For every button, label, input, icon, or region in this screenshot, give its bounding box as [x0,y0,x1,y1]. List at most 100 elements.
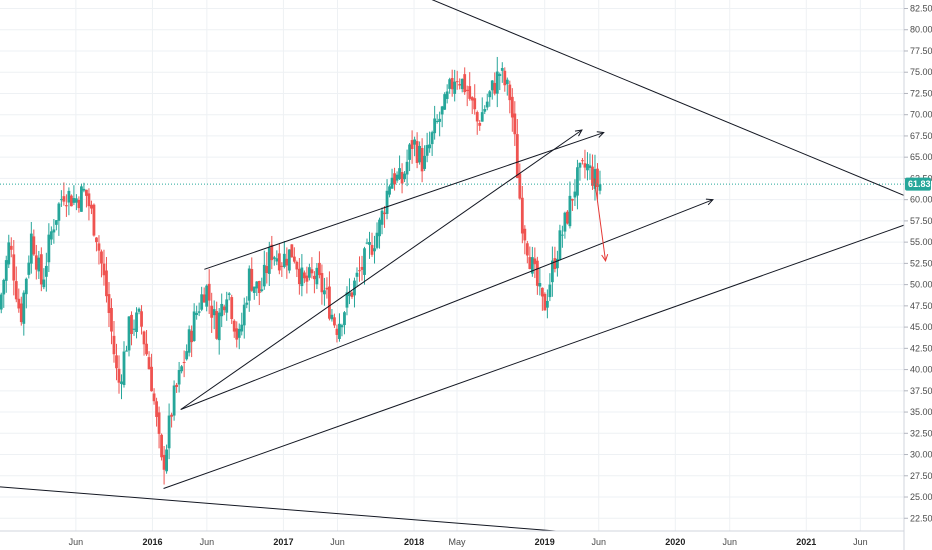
candle[interactable] [54,220,58,231]
candle[interactable] [270,235,274,270]
candle[interactable] [498,72,502,91]
candle[interactable] [363,246,366,285]
candle[interactable] [598,170,602,195]
candle[interactable] [57,202,61,236]
candle[interactable] [460,78,464,93]
candle[interactable] [596,163,599,200]
candle[interactable] [90,200,93,215]
candle[interactable] [170,412,174,428]
candle[interactable] [368,231,371,259]
candle[interactable] [343,311,346,335]
candle[interactable] [563,211,567,239]
candle[interactable] [210,292,214,333]
candle[interactable] [350,291,354,299]
candle[interactable] [573,179,577,207]
candle[interactable] [473,84,477,115]
candle[interactable] [555,250,559,277]
candle[interactable] [185,344,189,361]
candle[interactable] [192,303,196,342]
candle[interactable] [280,262,284,277]
candle[interactable] [373,235,376,264]
candle[interactable] [295,260,299,278]
candle[interactable] [260,277,264,293]
candle[interactable] [59,190,63,207]
candle[interactable] [568,181,572,229]
candle[interactable] [255,281,259,297]
candle[interactable] [225,291,229,321]
candle[interactable] [455,70,459,90]
candle[interactable] [37,250,41,279]
candle[interactable] [132,319,136,336]
candle[interactable] [12,240,16,296]
candle[interactable] [102,249,106,286]
candle[interactable] [425,132,429,163]
candle[interactable] [19,296,23,326]
candle[interactable] [328,271,331,321]
candle[interactable] [300,254,304,297]
candle[interactable] [232,319,236,338]
trend-line[interactable] [593,178,609,262]
candle[interactable] [450,69,454,97]
candle[interactable] [0,292,3,314]
candle[interactable] [535,256,539,295]
candle[interactable] [418,141,422,165]
candle[interactable] [82,182,86,193]
candle[interactable] [393,167,396,191]
candle[interactable] [400,163,404,194]
candle[interactable] [370,232,374,257]
candle[interactable] [566,210,569,225]
candle[interactable] [257,280,261,306]
trend-line[interactable] [204,131,605,270]
candle[interactable] [27,255,31,279]
candle[interactable] [92,203,96,237]
candle[interactable] [458,78,462,90]
candle[interactable] [380,207,384,235]
candle[interactable] [272,255,276,266]
candle[interactable] [518,163,522,200]
candle[interactable] [470,96,474,114]
candle[interactable] [145,329,148,356]
candle[interactable] [475,110,479,135]
candle[interactable] [433,105,437,140]
candle[interactable] [157,406,161,449]
candle[interactable] [443,92,447,110]
candle[interactable] [333,313,336,328]
candle[interactable] [52,219,56,244]
candle[interactable] [495,56,499,108]
candle[interactable] [122,341,126,388]
candle[interactable] [576,159,579,210]
candle[interactable] [77,196,81,213]
candle[interactable] [302,270,306,284]
trend-line[interactable] [180,198,714,410]
candle[interactable] [75,194,78,211]
candle[interactable] [503,67,507,92]
candle[interactable] [14,266,18,303]
candle[interactable] [140,305,143,335]
candle[interactable] [97,235,101,265]
candle[interactable] [190,325,194,358]
candle[interactable] [87,188,91,221]
candle[interactable] [500,62,504,83]
candle[interactable] [438,111,442,137]
candle[interactable] [528,246,532,270]
candle[interactable] [586,152,589,181]
candle[interactable] [378,217,381,249]
candle[interactable] [550,246,554,297]
candle[interactable] [578,162,582,181]
candle[interactable] [227,292,231,301]
candle[interactable] [415,132,419,169]
candle[interactable] [127,315,131,357]
candle[interactable] [440,105,444,128]
candle[interactable] [488,89,492,107]
candle[interactable] [480,97,484,122]
candle[interactable] [32,229,36,256]
candle[interactable] [490,80,494,100]
candle[interactable] [335,324,339,343]
candle[interactable] [267,241,271,286]
candle[interactable] [305,266,309,294]
trend-lines[interactable] [0,0,905,532]
candle[interactable] [105,256,108,303]
candle[interactable] [240,312,244,336]
candle[interactable] [237,323,241,350]
